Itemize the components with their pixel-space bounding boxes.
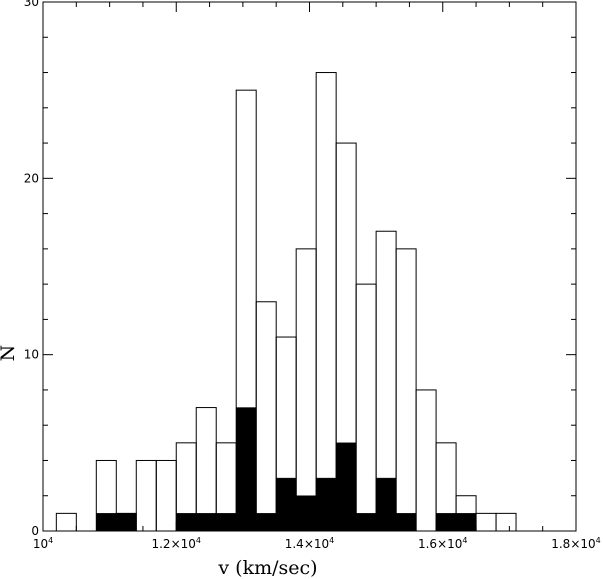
- filled-bar: [395, 513, 417, 532]
- y-tick-label: 0: [31, 524, 39, 538]
- x-tick-label: 1.8×104: [551, 536, 601, 551]
- y-tick-label: 30: [24, 0, 39, 9]
- outline-bar: [55, 512, 77, 532]
- filled-bar: [355, 513, 377, 532]
- y-axis-label: N: [0, 345, 19, 362]
- filled-bar: [315, 477, 337, 532]
- plot-frame: [42, 1, 577, 532]
- x-tick-label: 1.4×104: [285, 536, 335, 551]
- x-tick-label: 104: [33, 536, 53, 551]
- filled-bar: [235, 407, 257, 532]
- filled-bar: [215, 513, 237, 532]
- filled-bar: [435, 513, 457, 532]
- outline-bar: [255, 301, 277, 532]
- x-tick-label: 1.2×104: [151, 536, 201, 551]
- outline-bar: [135, 459, 157, 532]
- x-tick-label: 1.6×104: [418, 536, 468, 551]
- outline-bar: [355, 283, 377, 532]
- y-tick-label: 20: [24, 171, 39, 185]
- filled-bar: [295, 495, 317, 532]
- axis-ticks: [42, 1, 577, 532]
- filled-bar: [176, 513, 197, 532]
- y-tick-label: 10: [24, 348, 39, 362]
- axis-tick-labels: 104 1.2×104 1.4×104 1.6×104 1.8×104 0 10 20 30: [24, 0, 601, 551]
- outline-bar: [295, 248, 317, 532]
- filled-bar: [375, 477, 397, 532]
- outline-bar: [495, 512, 517, 532]
- filled-bar: [195, 513, 217, 532]
- outline-bar: [195, 407, 217, 532]
- histogram-subset-bars: [96, 407, 477, 532]
- outline-bar: [155, 459, 177, 532]
- outline-bar: [315, 72, 337, 532]
- outline-bar: [475, 512, 497, 532]
- filled-bar: [96, 513, 117, 532]
- filled-bar: [255, 513, 277, 532]
- outline-bar: [415, 389, 437, 532]
- filled-bar: [275, 477, 297, 532]
- filled-bar: [116, 513, 137, 532]
- histogram-all-bars: [55, 72, 517, 532]
- outline-bar: [395, 248, 417, 532]
- filled-bar: [335, 442, 357, 532]
- x-axis-label: v (km/sec): [217, 557, 317, 579]
- filled-bar: [455, 513, 477, 532]
